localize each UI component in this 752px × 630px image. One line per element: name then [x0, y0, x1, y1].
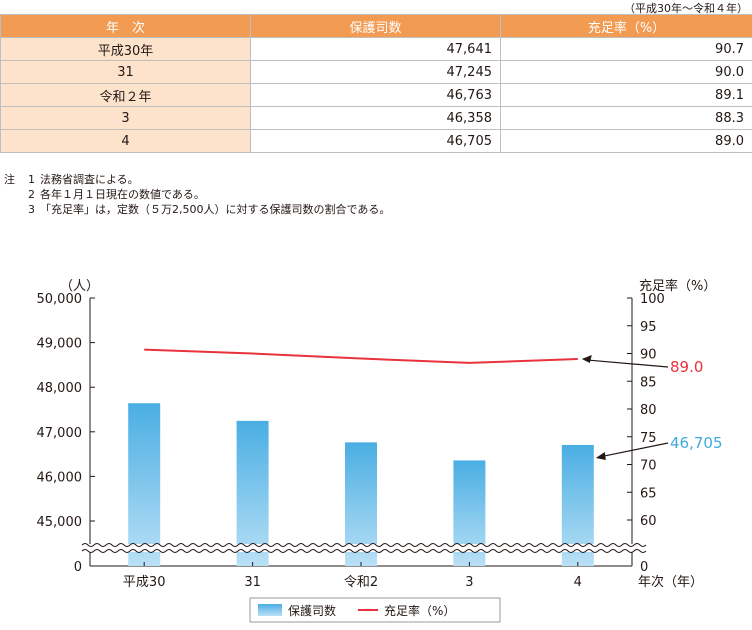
- period-note: （平成30年～令和４年）: [624, 2, 748, 15]
- right-tick-label: 70: [640, 459, 657, 474]
- axis-break-line: [81, 543, 647, 547]
- right-tick-label: 75: [640, 431, 657, 446]
- table-row: 平成30年 47,641 90.7: [0, 37, 752, 61]
- header-rate: 充足率（%）: [500, 14, 752, 38]
- rate-annotation-label: 89.0: [670, 358, 703, 376]
- right-tick-label: 85: [640, 375, 657, 390]
- table-row: 4 46,705 89.0: [0, 129, 752, 153]
- x-tick-label: 平成30: [123, 575, 166, 590]
- axis-break-line: [81, 549, 647, 553]
- left-tick-label: 49,000: [37, 337, 83, 352]
- right-axis-title: 充足率（%）: [639, 278, 716, 294]
- cell-year: 令和２年: [0, 83, 251, 107]
- cell-rate: 88.3: [500, 106, 752, 130]
- note-number: 2: [28, 188, 35, 201]
- right-tick-label: 90: [640, 348, 657, 363]
- note-text: 法務省調査による。: [40, 173, 139, 186]
- cell-count: 46,705: [250, 129, 501, 153]
- left-tick-label: 45,000: [37, 515, 83, 530]
- note-item: 3 「充足率」は，定数（５万2,500人）に対する保護司数の割合である。: [4, 202, 390, 217]
- x-tick-label: 4: [574, 575, 582, 590]
- left-tick-label: 50,000: [37, 292, 83, 307]
- x-tick-label: 3: [465, 575, 473, 590]
- note-number: 3: [28, 203, 35, 216]
- axis-break-band: [80, 544, 646, 552]
- table-header-row: 年 次 保護司数 充足率（%）: [0, 14, 752, 38]
- legend-label-count: 保護司数: [288, 603, 336, 618]
- cell-year: 3: [0, 106, 251, 130]
- cell-year: 平成30年: [0, 37, 251, 61]
- note-number: 1: [28, 173, 35, 186]
- rate-annotation-arrowhead: [581, 355, 592, 364]
- notes: 注 1 法務省調査による。 2 各年１月１日現在の数値である。 3 「充足率」は…: [4, 172, 390, 217]
- right-tick-label: 0: [640, 560, 648, 575]
- bar: [236, 420, 269, 566]
- left-tick-label: 0: [74, 560, 82, 575]
- note-text: 「充足率」は，定数（５万2,500人）に対する保護司数の割合である。: [40, 203, 391, 216]
- rate-annotation-arrow: [587, 359, 669, 368]
- left-tick-label: 46,000: [37, 470, 83, 485]
- cell-rate: 89.1: [500, 83, 752, 107]
- left-tick-label: 47,000: [37, 426, 83, 441]
- right-tick-label: 65: [640, 486, 657, 501]
- right-tick-label: 80: [640, 403, 657, 418]
- cell-count: 47,641: [250, 37, 501, 61]
- left-axis-title: （人）: [60, 279, 99, 294]
- legend-swatch-bar: [258, 604, 282, 616]
- count-annotation-arrowhead: [595, 451, 606, 460]
- rate-line: [144, 348, 578, 364]
- header-count: 保護司数: [250, 14, 501, 38]
- legend-label-rate: 充足率（%）: [384, 603, 455, 618]
- right-tick-label: 100: [640, 292, 665, 307]
- note-item: 注 1 法務省調査による。: [4, 172, 390, 187]
- cell-rate: 89.0: [500, 129, 752, 153]
- right-tick-label: 60: [640, 514, 657, 529]
- bar: [128, 403, 161, 566]
- x-tick-label: 31: [244, 575, 261, 590]
- x-axis-title: 年次（年）: [638, 574, 703, 590]
- note-item: 2 各年１月１日現在の数値である。: [4, 187, 390, 202]
- cell-count: 47,245: [250, 60, 501, 84]
- table-row: 3 46,358 88.3: [0, 106, 752, 130]
- table-row: 令和２年 46,763 89.1: [0, 83, 752, 107]
- left-tick-label: 48,000: [37, 381, 83, 396]
- right-tick-label: 95: [640, 320, 657, 335]
- cell-year: 4: [0, 129, 251, 153]
- note-lead: 注: [4, 173, 15, 186]
- data-table: 年 次 保護司数 充足率（%） 平成30年 47,641 90.7 31 47,…: [0, 14, 752, 153]
- note-text: 各年１月１日現在の数値である。: [40, 188, 205, 201]
- cell-rate: 90.0: [500, 60, 752, 84]
- count-annotation-label: 46,705: [670, 434, 723, 452]
- header-year: 年 次: [0, 14, 251, 38]
- count-annotation-arrow: [599, 442, 669, 458]
- x-tick-label: 令和2: [344, 575, 378, 590]
